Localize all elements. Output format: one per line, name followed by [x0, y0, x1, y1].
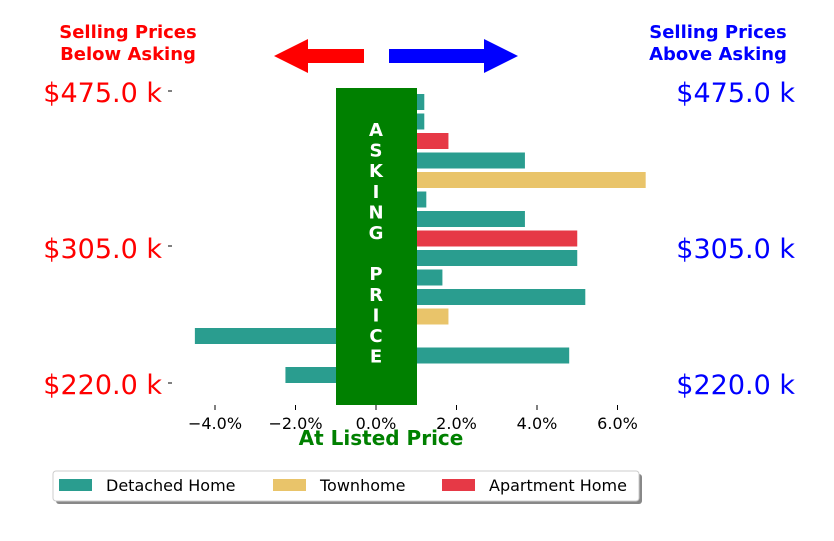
x-tick-label-4: 4.0%	[517, 414, 558, 433]
bars-group	[194, 94, 646, 383]
asking-letter-1: S	[370, 141, 383, 162]
x-tick-label-2: 0.0%	[356, 414, 397, 433]
asking-letter-11: E	[370, 347, 382, 368]
legend-frame	[52, 470, 640, 502]
x-axis-label: At Listed Price	[299, 426, 464, 450]
asking-letter-5: G	[369, 223, 384, 244]
legend: Detached Home Townhome Apartment Home	[52, 470, 642, 504]
bar-townhome-4	[376, 172, 646, 188]
bar-detached-12	[194, 328, 376, 344]
asking-letter-9: I	[373, 305, 380, 326]
legend-label-apartment: Apartment Home	[489, 476, 627, 495]
x-axis: −4.0% −2.0% 0.0% 2.0% 4.0% 6.0%	[188, 405, 638, 433]
price-label-right-bottom: $220.0 k	[676, 370, 795, 401]
x-tick-label-0: −4.0%	[188, 414, 242, 433]
asking-letter-2: K	[369, 161, 384, 182]
asking-letter-3: I	[373, 182, 380, 203]
header-left-line2: Below Asking	[60, 44, 196, 65]
bar-apartment-7	[376, 230, 578, 247]
asking-letter-8: R	[369, 285, 383, 306]
x-tick-label-5: 6.0%	[597, 414, 638, 433]
asking-letter-0: A	[369, 120, 383, 141]
header-right-line1: Selling Prices	[649, 22, 786, 43]
asking-letter-7: P	[369, 264, 382, 285]
legend-swatch-detached	[59, 479, 92, 491]
header-right-line2: Above Asking	[649, 44, 787, 65]
bar-detached-13	[376, 347, 570, 364]
bar-detached-8	[376, 250, 578, 266]
arrow-right-icon	[389, 39, 518, 73]
asking-letter-10: C	[369, 326, 382, 347]
header-left-line1: Selling Prices	[59, 22, 196, 43]
x-tick-label-1: −2.0%	[268, 414, 322, 433]
price-label-right-top: $475.0 k	[676, 78, 795, 109]
price-label-left-bottom: $220.0 k	[43, 370, 162, 401]
price-label-left-mid: $305.0 k	[43, 234, 162, 265]
asking-letter-4: N	[368, 202, 383, 223]
bar-detached-10	[376, 289, 586, 305]
legend-swatch-apartment	[442, 479, 475, 491]
legend-label-townhome: Townhome	[319, 476, 405, 495]
arrow-left-icon	[274, 39, 364, 73]
asking-price-box	[336, 88, 417, 405]
legend-label-detached: Detached Home	[106, 476, 236, 495]
legend-swatch-townhome	[273, 479, 306, 491]
x-tick-label-3: 2.0%	[436, 414, 477, 433]
price-label-left-top: $475.0 k	[43, 78, 162, 109]
price-label-right-mid: $305.0 k	[676, 234, 795, 265]
